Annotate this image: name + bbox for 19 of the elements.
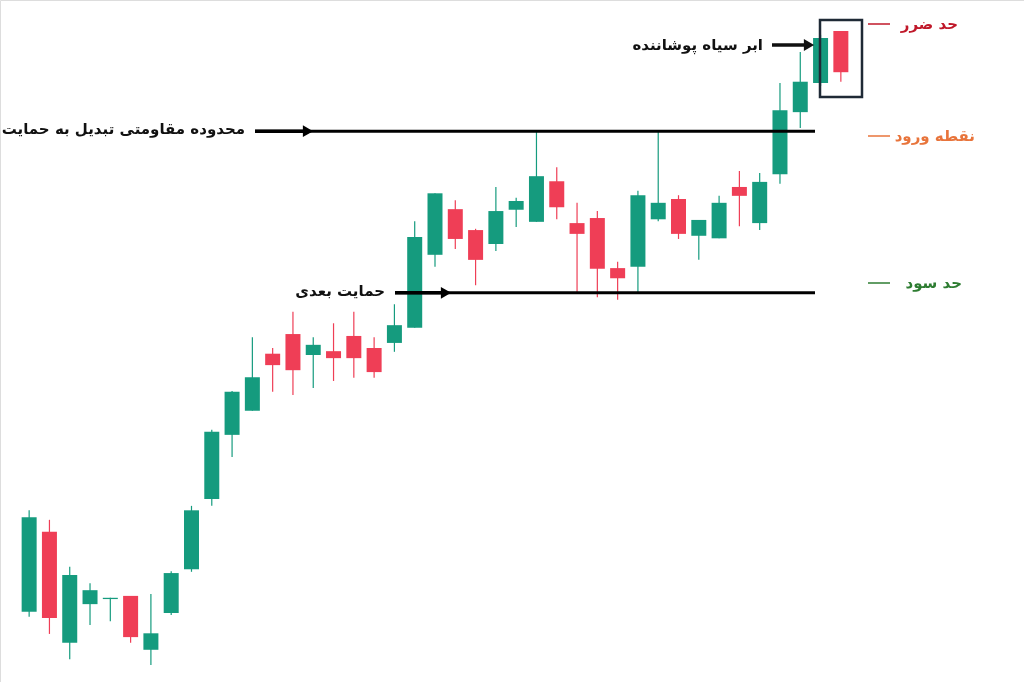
candlestick: [731, 170, 747, 227]
candlestick: [305, 336, 321, 389]
candlestick: [569, 202, 585, 294]
candlestick: [346, 311, 362, 379]
candlestick: [265, 347, 281, 393]
text: حد ضرر: [899, 15, 958, 33]
text: نقطه ورود: [894, 127, 975, 145]
text: حد سود: [905, 274, 962, 292]
candlestick: [386, 303, 402, 353]
candlestick: [610, 261, 626, 301]
ref-line-label: محدوده مقاومتی تبدیل به حمایت: [1, 120, 245, 139]
candlestick: [326, 322, 342, 382]
ref-line-label: حمایت بعدی: [295, 281, 385, 300]
candlestick: [508, 197, 524, 228]
candlestick: [143, 593, 159, 666]
candlestick: [650, 131, 666, 222]
candlestick: [82, 582, 98, 626]
candlestick: [691, 219, 707, 261]
annotation: ابر سیاه پوشاننده: [632, 36, 763, 55]
